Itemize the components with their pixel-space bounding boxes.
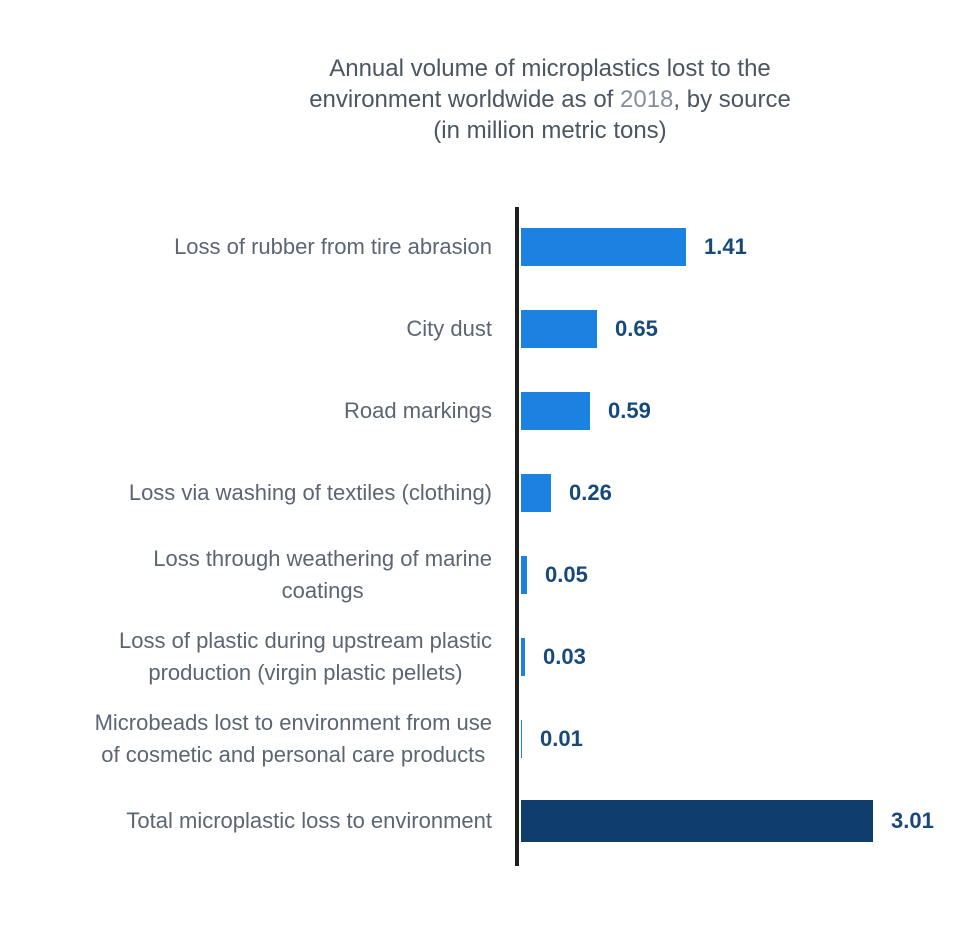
bar: [521, 474, 551, 512]
chart-row: Loss via washing of textiles (clothing) 0…: [0, 452, 954, 534]
total-bar: [521, 800, 873, 842]
title-text: , by source: [673, 86, 791, 113]
bar: [521, 720, 522, 758]
chart-title: Annual volume of microplastics lost to t…: [200, 53, 900, 146]
category-label: Loss of plastic during upstream plastic …: [0, 625, 492, 689]
title-text: environment worldwide as of: [309, 86, 621, 113]
value-label: 0.59: [608, 398, 651, 423]
category-label-text: Loss through weathering of marine coatin…: [153, 546, 492, 603]
y-axis-line: [515, 207, 519, 866]
chart-row: Total microplastic loss to environment 3.…: [0, 780, 954, 862]
category-label-text: Total microplastic loss to environment: [126, 808, 492, 833]
bar: [521, 392, 590, 430]
chart-row: Loss of rubber from tire abrasion 1.41: [0, 206, 954, 288]
category-label: Road markings: [0, 395, 492, 427]
value-label: 0.01: [540, 726, 583, 751]
category-label-text: Road markings: [344, 398, 492, 423]
bar: [521, 228, 686, 266]
title-text: (in million metric tons): [433, 117, 667, 144]
value-label: 0.03: [543, 644, 586, 669]
chart-title-line: Annual volume of microplastics lost to t…: [200, 53, 900, 84]
category-label-text: Loss of plastic during upstream plastic …: [119, 628, 492, 685]
chart-row: Loss through weathering of marine coatin…: [0, 534, 954, 616]
value-label: 1.41: [704, 234, 747, 259]
value-label: 0.26: [569, 480, 612, 505]
bar: [521, 638, 525, 676]
category-label: Loss via washing of textiles (clothing): [0, 477, 492, 509]
chart-row: Loss of plastic during upstream plastic …: [0, 616, 954, 698]
category-label-text: City dust: [406, 316, 492, 341]
category-label: Total microplastic loss to environment: [0, 805, 492, 837]
chart-title-line: (in million metric tons): [200, 115, 900, 146]
chart-row: Road markings 0.59: [0, 370, 954, 452]
bar: [521, 310, 597, 348]
chart-row: City dust 0.65: [0, 288, 954, 370]
category-label: Loss of rubber from tire abrasion: [0, 231, 492, 263]
chart-title-line: environment worldwide as of 2018, by sou…: [200, 84, 900, 115]
title-year: 2018: [620, 86, 674, 113]
title-text: Annual volume of microplastics lost to t…: [329, 55, 771, 82]
bar: [521, 556, 527, 594]
category-label: City dust: [0, 313, 492, 345]
category-label-text: Loss of rubber from tire abrasion: [174, 234, 492, 259]
value-label: 0.65: [615, 316, 658, 341]
chart-row: Microbeads lost to environment from use …: [0, 698, 954, 780]
category-label-text: Microbeads lost to environment from use …: [94, 710, 492, 767]
category-label-text: Loss via washing of textiles (clothing): [128, 480, 492, 505]
bar-chart: Loss of rubber from tire abrasion 1.41 Cit…: [0, 206, 954, 866]
category-label: Loss through weathering of marine coatin…: [0, 543, 492, 607]
category-label: Microbeads lost to environment from use …: [0, 707, 492, 771]
value-label: 0.05: [545, 562, 588, 587]
value-label: 3.01: [891, 808, 934, 833]
